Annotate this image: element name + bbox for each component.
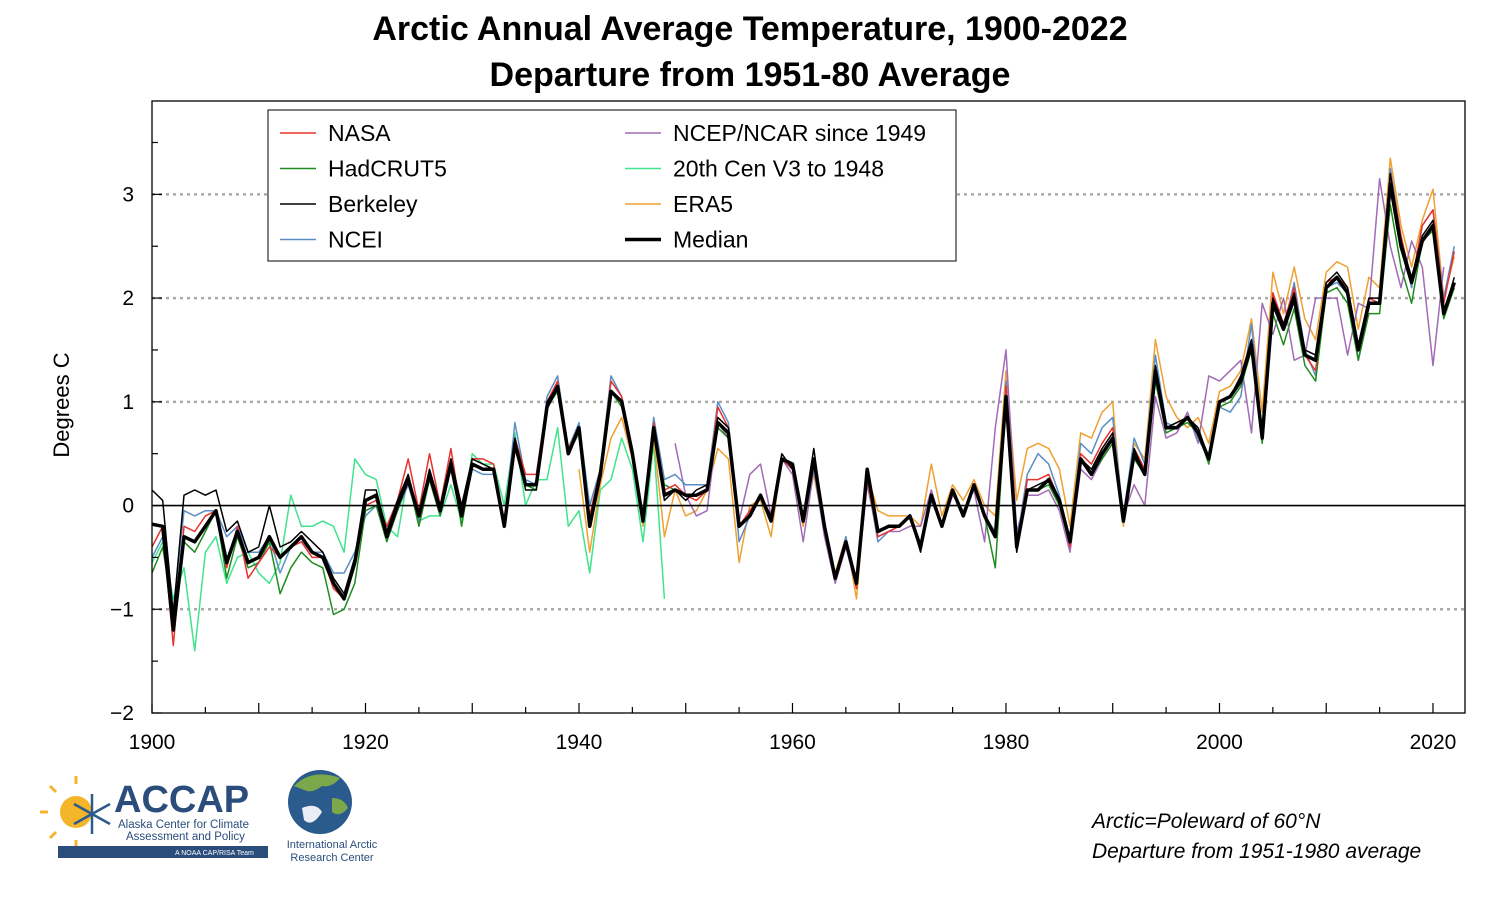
iarc-name-1: International Arctic <box>287 839 378 851</box>
y-tick-label: −2 <box>110 702 134 725</box>
chart-subtitle: Departure from 1951-80 Average <box>489 56 1011 94</box>
legend: NASA HadCRUT5 Berkeley NCEI NCEP/NCAR since … <box>267 109 957 262</box>
series-lines <box>151 157 1465 652</box>
plot-frame <box>151 100 1466 714</box>
accap-subtitle-2: Assessment and Policy <box>126 831 245 843</box>
legend-label-ncep-ncar-since-1949: NCEP/NCAR since 1949 <box>673 120 926 146</box>
x-tick-label: 2000 <box>1196 731 1243 754</box>
legend-label-berkeley: Berkeley <box>328 191 418 217</box>
series-line-median <box>151 182 1456 632</box>
legend-label-ncei: NCEI <box>328 227 383 253</box>
accap-banner <box>58 846 268 858</box>
x-tick-label: 1920 <box>342 731 389 754</box>
axis-ticks: 1900 1920 1940 1960 1980 2000 2020 −2 −1 0 1 2 3 <box>110 141 1457 754</box>
iarc-name-2: Research Center <box>290 852 373 864</box>
legend-label-era5: ERA5 <box>673 191 733 217</box>
accap-name: ACCAP <box>114 779 249 821</box>
accap-tagline: A NOAA CAP/RISA Team <box>175 850 254 857</box>
x-tick-label: 1960 <box>769 731 816 754</box>
chart-title: Arctic Annual Average Temperature, 1900-… <box>372 10 1128 48</box>
accap-logo: ACCAP Alaska Center for Climate Assessme… <box>40 776 268 858</box>
accap-subtitle-1: Alaska Center for Climate <box>118 819 249 831</box>
x-tick-label: 1980 <box>983 731 1030 754</box>
y-axis-label: Degrees C <box>49 352 74 457</box>
x-tick-label: 1940 <box>556 731 603 754</box>
series-line-ncep-ncar-since-1949 <box>674 178 1445 590</box>
y-tick-label: 1 <box>122 391 134 414</box>
iarc-logo: International Arctic Research Center <box>287 770 378 864</box>
legend-label-nasa: NASA <box>328 120 391 146</box>
legend-label-20th-cen-v3-to-1948: 20th Cen V3 to 1948 <box>673 156 884 182</box>
globe-icon <box>288 770 352 834</box>
y-tick-label: 3 <box>122 183 134 206</box>
y-tick-label: 0 <box>122 495 134 518</box>
legend-box <box>267 109 957 262</box>
x-tick-label: 2020 <box>1410 731 1457 754</box>
legend-label-hadcrut5: HadCRUT5 <box>328 156 447 182</box>
series-line-era5 <box>578 157 1456 600</box>
y-tick-label: 2 <box>122 287 134 310</box>
legend-label-median: Median <box>673 227 748 253</box>
region-note: Arctic=Poleward of 60°N <box>1092 810 1321 833</box>
y-tick-label: −1 <box>110 598 134 621</box>
snowflake-icon <box>73 794 111 834</box>
baseline-note: Departure from 1951-1980 average <box>1092 840 1422 863</box>
x-tick-label: 1900 <box>129 731 176 754</box>
sun-icon <box>40 776 92 848</box>
